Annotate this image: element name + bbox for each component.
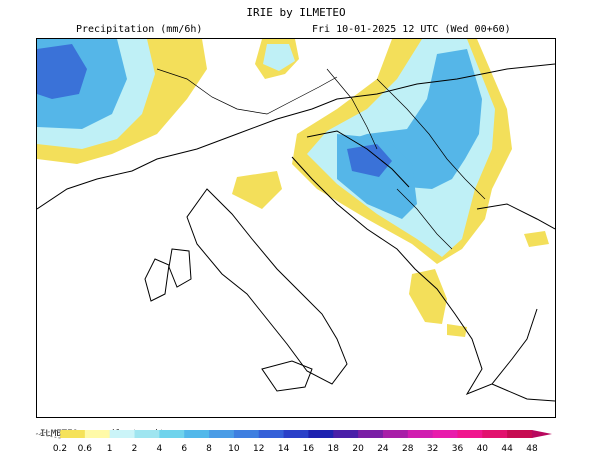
scale-swatch — [60, 430, 86, 438]
scale-tick-label: 40 — [476, 444, 489, 454]
scale-tick-label: 0.6 — [77, 444, 92, 454]
scale-tick-label: 48 — [526, 444, 538, 454]
scale-swatch — [382, 430, 409, 438]
scale-tick-label: 4 — [156, 444, 163, 454]
rain-high-areas — [37, 44, 392, 177]
scale-swatch — [432, 430, 458, 438]
scale-swatch — [134, 430, 160, 438]
scale-tick-label: 36 — [451, 444, 464, 454]
scale-left-arrow — [35, 429, 61, 439]
chart-title: IRIE by ILMETEO — [246, 6, 346, 19]
scale-swatch — [159, 430, 185, 438]
scale-tick-label: 44 — [501, 444, 513, 454]
scale-swatches — [60, 430, 533, 438]
map-canvas — [37, 39, 555, 402]
scale-swatch — [109, 430, 136, 438]
scale-tick-label: 32 — [426, 444, 439, 454]
scale-tick-label: 6 — [181, 444, 188, 454]
scale-swatch — [184, 430, 210, 438]
scale-tick-label: 24 — [377, 444, 389, 454]
scale-tick-label: 0.2 — [52, 444, 68, 454]
scale-swatch — [457, 430, 483, 438]
scale-tick-label: 16 — [302, 444, 315, 454]
scale-swatch — [507, 430, 533, 438]
scale-tick-label: 12 — [253, 444, 265, 454]
scale-swatch — [308, 430, 334, 438]
scale-right-arrow — [532, 430, 552, 438]
scale-tick-label: 28 — [402, 444, 414, 454]
scale-tick-label: 14 — [277, 444, 290, 454]
scale-swatch — [209, 430, 235, 438]
scale-swatch — [84, 430, 111, 438]
coastlines — [37, 63, 555, 402]
scale-swatch — [358, 430, 384, 438]
scale-tick-label: 8 — [206, 444, 212, 454]
run-time-label: Fri 10-01-2025 12 UTC (Wed 00+60) — [312, 24, 511, 35]
scale-swatch — [333, 430, 359, 438]
scale-swatch — [407, 430, 434, 438]
scale-swatch — [233, 430, 260, 438]
scale-swatch — [283, 430, 309, 438]
scale-tick-label: 1 — [106, 444, 113, 454]
scale-swatch — [258, 430, 285, 438]
variable-label: Precipitation (mm/6h) — [76, 24, 203, 35]
scale-tick-label: 18 — [327, 444, 339, 454]
scale-swatch — [482, 430, 508, 438]
country-borders — [156, 68, 486, 250]
scale-tick-label: 10 — [228, 444, 240, 454]
scale-tick-label: 2 — [131, 444, 138, 454]
color-scale — [35, 429, 552, 439]
scale-tick-label: 20 — [352, 444, 364, 454]
precipitation-map — [36, 38, 556, 418]
